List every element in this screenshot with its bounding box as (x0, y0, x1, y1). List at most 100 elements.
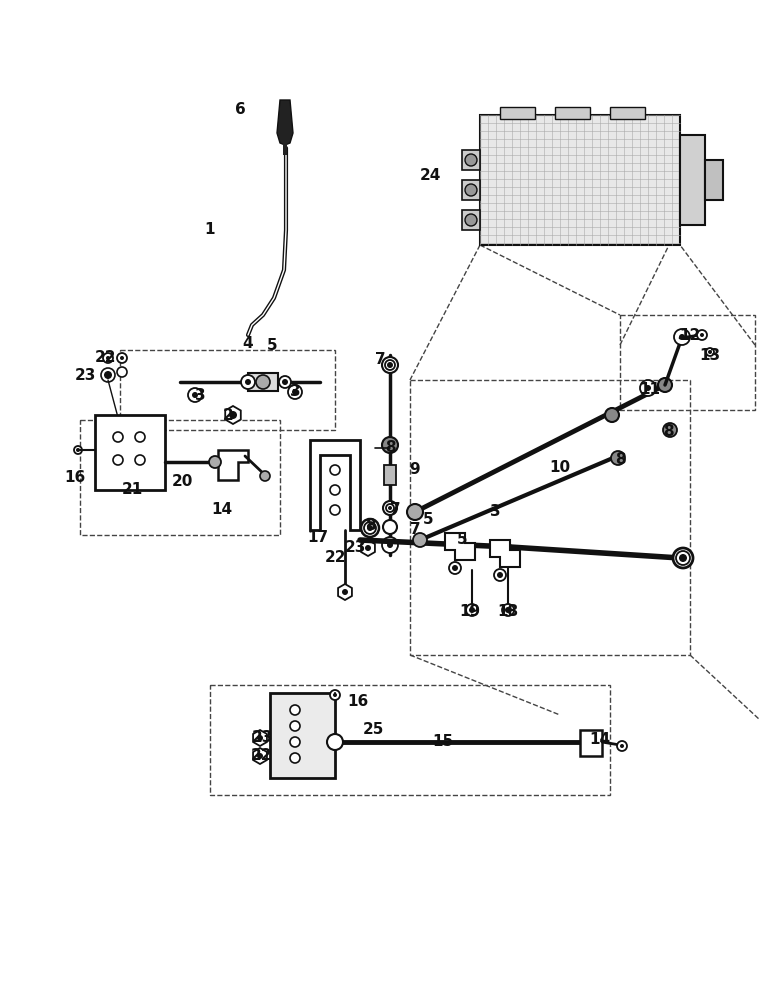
Circle shape (620, 744, 624, 748)
Polygon shape (445, 533, 475, 560)
Text: 25: 25 (362, 722, 384, 738)
Text: 23: 23 (74, 367, 96, 382)
Text: 5: 5 (423, 512, 433, 528)
Circle shape (452, 565, 458, 571)
Text: 2: 2 (222, 408, 233, 422)
Circle shape (658, 378, 672, 392)
Circle shape (117, 353, 127, 363)
Text: 19: 19 (459, 604, 480, 619)
Bar (580, 730, 602, 756)
Circle shape (330, 465, 340, 475)
Polygon shape (253, 730, 267, 746)
Circle shape (361, 519, 379, 537)
Text: 23: 23 (344, 540, 366, 556)
Text: 8: 8 (384, 440, 395, 456)
Circle shape (388, 506, 392, 510)
Circle shape (469, 607, 475, 613)
Text: 24: 24 (419, 167, 441, 182)
Text: 16: 16 (64, 471, 86, 486)
Circle shape (135, 432, 145, 442)
Circle shape (209, 456, 221, 468)
Circle shape (413, 533, 427, 547)
Text: 5: 5 (266, 338, 277, 353)
Circle shape (407, 504, 423, 520)
Bar (410, 380, 690, 655)
Text: 5: 5 (457, 532, 467, 548)
Circle shape (611, 451, 625, 465)
Text: 7: 7 (374, 353, 385, 367)
Bar (462, 210, 480, 230)
Polygon shape (225, 406, 241, 424)
Text: 3: 3 (195, 387, 205, 402)
Circle shape (330, 485, 340, 495)
Circle shape (74, 446, 82, 454)
Bar (248, 373, 278, 391)
Circle shape (245, 379, 251, 385)
Circle shape (260, 471, 270, 481)
Bar (95, 415, 165, 490)
Bar (610, 107, 645, 119)
Text: 20: 20 (171, 475, 193, 489)
Circle shape (257, 753, 263, 759)
Circle shape (241, 375, 255, 389)
Text: 21: 21 (121, 483, 143, 497)
Bar (384, 465, 396, 485)
Circle shape (113, 432, 123, 442)
Polygon shape (490, 540, 520, 567)
Circle shape (290, 753, 300, 763)
Text: 9: 9 (410, 462, 420, 478)
Circle shape (679, 334, 685, 340)
Circle shape (290, 721, 300, 731)
Circle shape (382, 357, 398, 373)
Circle shape (465, 154, 477, 166)
Bar (210, 685, 610, 795)
Circle shape (386, 504, 394, 512)
Text: 8: 8 (364, 518, 375, 532)
Polygon shape (218, 450, 248, 480)
Circle shape (466, 604, 478, 616)
Polygon shape (310, 440, 360, 530)
Circle shape (383, 520, 397, 534)
Bar (270, 693, 335, 778)
Bar (283, 143, 287, 155)
Circle shape (385, 360, 395, 370)
Circle shape (192, 392, 198, 398)
Circle shape (679, 554, 687, 562)
Text: 13: 13 (699, 348, 720, 362)
Circle shape (282, 379, 288, 385)
Text: 10: 10 (550, 460, 571, 476)
Text: 1: 1 (205, 223, 215, 237)
Circle shape (465, 214, 477, 226)
Bar (705, 160, 723, 200)
Polygon shape (338, 584, 352, 600)
Circle shape (663, 423, 677, 437)
Circle shape (135, 455, 145, 465)
Bar (500, 107, 535, 119)
Circle shape (117, 367, 127, 377)
Circle shape (76, 448, 80, 452)
Circle shape (673, 548, 693, 568)
Text: 22: 22 (94, 351, 116, 365)
Circle shape (104, 371, 112, 379)
Circle shape (676, 551, 690, 565)
Text: 12: 12 (679, 328, 701, 342)
Text: 22: 22 (251, 748, 273, 762)
Circle shape (288, 385, 302, 399)
Circle shape (387, 362, 393, 368)
Text: 8: 8 (615, 452, 625, 468)
Polygon shape (361, 540, 375, 556)
Circle shape (708, 350, 712, 354)
Text: 17: 17 (307, 530, 329, 546)
Bar (555, 107, 590, 119)
Circle shape (257, 735, 263, 741)
Circle shape (700, 333, 704, 337)
Text: 23: 23 (252, 730, 273, 746)
Circle shape (697, 330, 707, 340)
Text: 15: 15 (432, 734, 454, 750)
Text: 7: 7 (410, 522, 420, 538)
Circle shape (103, 353, 113, 363)
Circle shape (330, 505, 340, 515)
Polygon shape (277, 100, 293, 145)
Circle shape (188, 388, 202, 402)
Circle shape (256, 375, 270, 389)
